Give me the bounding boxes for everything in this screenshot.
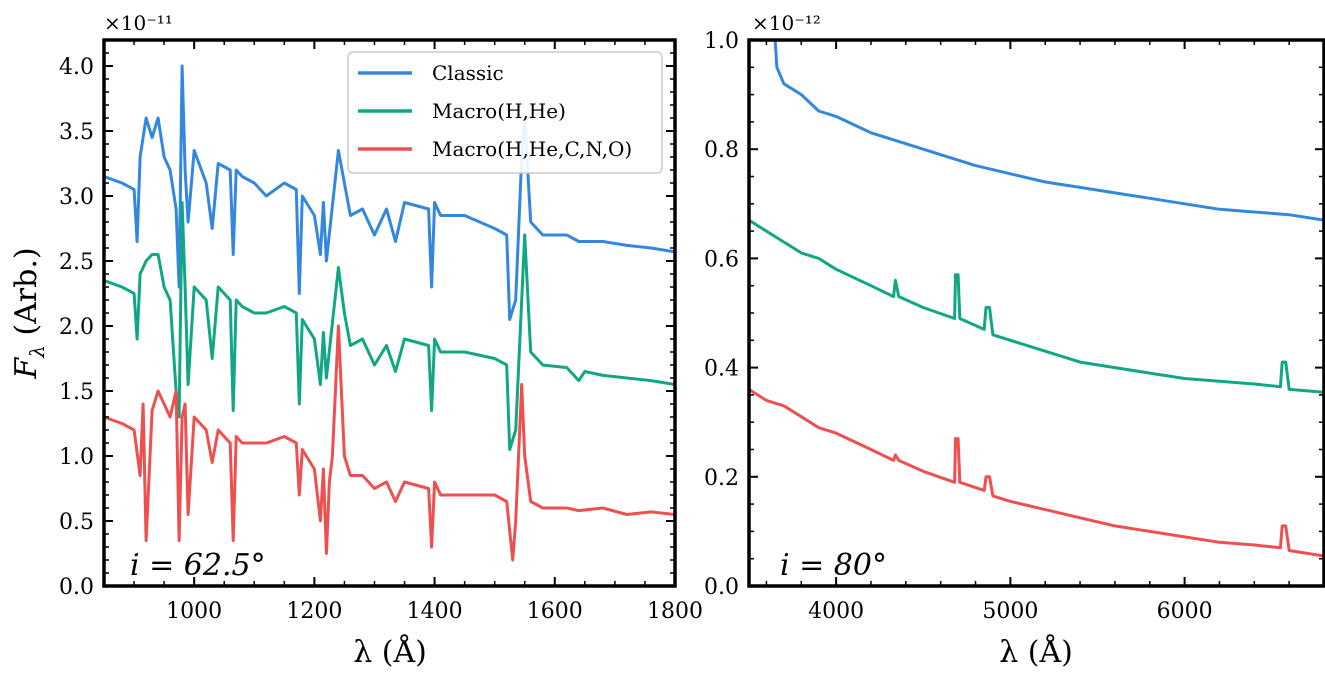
- left-y-tick-label: 1.5: [59, 380, 94, 405]
- left-x-tick-label: 1800: [647, 599, 703, 624]
- right-y-tick-label: 0.6: [704, 247, 739, 272]
- left-inclination-annotation: i = 62.5°: [130, 548, 266, 583]
- left-y-axis-label: Fλ (Arb.): [9, 247, 49, 379]
- left-y-tick-label: 2.0: [59, 315, 94, 340]
- right-y-tick-label: 0.8: [704, 138, 739, 163]
- legend-label-macro-h-he: Macro(H,He): [432, 99, 566, 123]
- left-ticks: 1000 1200 1400 1600 1800 0.0 0.5 1.0 1.5 2.0 2.5 3.…: [59, 39, 703, 624]
- legend-label-macro-h-he-c-n-o: Macro(H,He,C,N,O): [432, 137, 632, 161]
- left-y-multiplier: ×10⁻¹¹: [104, 11, 173, 35]
- right-x-tick-label: 5000: [982, 599, 1038, 624]
- left-y-tick-label: 1.0: [59, 445, 94, 470]
- left-panel: 1000 1200 1400 1600 1800 0.0 0.5 1.0 1.5 2.0 2.5 3.…: [9, 11, 703, 670]
- left-y-tick-label: 2.5: [59, 250, 94, 275]
- right-ticks: 4000 5000 6000 0.0 0.2 0.4 0.6 0.8 1.0: [704, 29, 1325, 624]
- right-series-line-0: [773, 40, 1324, 222]
- right-x-tick-label: 6000: [1157, 599, 1213, 624]
- right-plot-frame: [747, 38, 1325, 588]
- left-y-tick-label: 0.0: [59, 575, 94, 600]
- left-x-tick-label: 1000: [166, 599, 222, 624]
- left-x-tick-label: 1200: [286, 599, 342, 624]
- left-series-lines: [104, 64, 675, 562]
- left-x-tick-label: 1400: [407, 599, 463, 624]
- right-x-tick-label: 4000: [808, 599, 864, 624]
- left-y-tick-label: 3.5: [59, 120, 94, 145]
- left-series-line-0: [104, 64, 675, 321]
- right-series-line-2: [749, 387, 1324, 558]
- right-series-line-1: [749, 218, 1324, 394]
- right-series-lines: [749, 40, 1324, 558]
- right-y-multiplier: ×10⁻¹²: [752, 11, 821, 35]
- left-series-line-2: [104, 324, 675, 562]
- right-y-tick-label: 1.0: [704, 29, 739, 54]
- left-x-tick-label: 1600: [527, 599, 583, 624]
- left-y-tick-label: 4.0: [59, 55, 94, 80]
- left-x-axis-label: λ (Å): [353, 634, 427, 670]
- right-y-tick-label: 0.2: [704, 466, 739, 491]
- left-series-line-1: [104, 201, 675, 451]
- legend: Classic Macro(H,He) Macro(H,He,C,N,O): [347, 51, 663, 174]
- left-y-tick-label: 3.0: [59, 185, 94, 210]
- left-plot-frame: [102, 38, 677, 588]
- right-panel: 4000 5000 6000 0.0 0.2 0.4 0.6 0.8 1.0 ×10⁻¹² λ …: [704, 11, 1325, 670]
- legend-label-classic: Classic: [432, 61, 504, 85]
- legend-box: [347, 51, 663, 174]
- right-y-tick-label: 0.4: [704, 357, 739, 382]
- left-y-tick-label: 0.5: [59, 510, 94, 535]
- right-x-axis-label: λ (Å): [999, 634, 1073, 670]
- right-y-tick-label: 0.0: [704, 575, 739, 600]
- right-inclination-annotation: i = 80°: [780, 548, 887, 583]
